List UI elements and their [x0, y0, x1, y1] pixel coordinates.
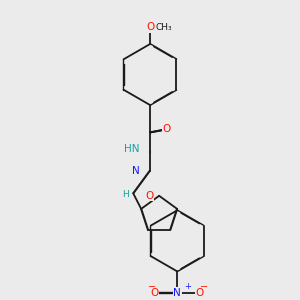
Text: CH₃: CH₃ — [155, 23, 172, 32]
Text: H: H — [122, 190, 129, 200]
Text: −: − — [200, 282, 208, 292]
Text: O: O — [146, 191, 154, 201]
Text: −: − — [148, 282, 156, 292]
Text: N: N — [133, 166, 140, 176]
Text: HN: HN — [124, 144, 139, 154]
Text: +: + — [184, 282, 191, 291]
Text: O: O — [196, 288, 204, 298]
Text: O: O — [163, 124, 171, 134]
Text: O: O — [146, 22, 154, 32]
Text: O: O — [150, 288, 158, 298]
Text: N: N — [173, 288, 181, 298]
